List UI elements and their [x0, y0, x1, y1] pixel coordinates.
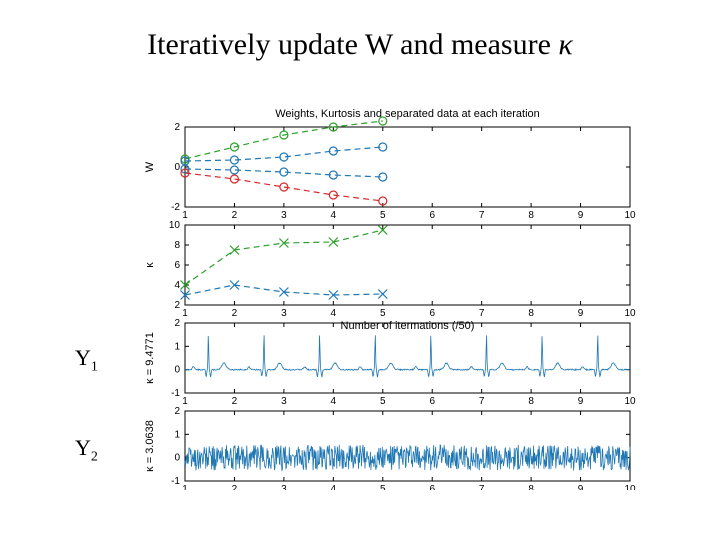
- svg-text:1: 1: [182, 484, 188, 490]
- figure-svg: Weights, Kurtosis and separated data at …: [130, 105, 640, 490]
- svg-text:5: 5: [380, 484, 386, 490]
- svg-text:10: 10: [624, 396, 636, 407]
- svg-text:9: 9: [578, 308, 584, 319]
- svg-text:6: 6: [174, 260, 180, 271]
- svg-text:8: 8: [528, 210, 534, 221]
- svg-text:3: 3: [281, 396, 287, 407]
- svg-text:1: 1: [174, 429, 180, 440]
- svg-text:1: 1: [182, 308, 188, 319]
- svg-text:0: 0: [174, 453, 180, 464]
- svg-text:7: 7: [479, 484, 485, 490]
- svg-text:W: W: [144, 161, 156, 172]
- svg-text:10: 10: [169, 220, 181, 231]
- svg-text:Number of itermations (/50): Number of itermations (/50): [341, 320, 475, 332]
- svg-text:6: 6: [429, 308, 435, 319]
- svg-text:κ = 3.0638: κ = 3.0638: [144, 420, 156, 472]
- svg-text:3: 3: [281, 308, 287, 319]
- y2-label: Y2: [75, 435, 98, 465]
- svg-text:2: 2: [232, 484, 238, 490]
- svg-text:4: 4: [174, 280, 180, 291]
- svg-text:5: 5: [380, 308, 386, 319]
- svg-text:2: 2: [232, 308, 238, 319]
- svg-text:5: 5: [380, 396, 386, 407]
- svg-text:10: 10: [624, 210, 636, 221]
- title-kappa: κ: [558, 28, 572, 61]
- svg-text:10: 10: [624, 484, 636, 490]
- svg-text:9: 9: [578, 484, 584, 490]
- svg-text:2: 2: [174, 300, 180, 311]
- svg-text:8: 8: [528, 308, 534, 319]
- svg-text:0: 0: [174, 162, 180, 173]
- figure-container: Weights, Kurtosis and separated data at …: [130, 105, 640, 490]
- svg-text:7: 7: [479, 308, 485, 319]
- y1-label: Y1: [75, 345, 98, 375]
- svg-text:2: 2: [174, 122, 180, 133]
- svg-text:10: 10: [624, 308, 636, 319]
- svg-text:Weights, Kurtosis and separate: Weights, Kurtosis and separated data at …: [275, 108, 540, 120]
- svg-text:8: 8: [174, 240, 180, 251]
- svg-text:-1: -1: [171, 476, 180, 487]
- svg-text:4: 4: [331, 210, 337, 221]
- svg-text:7: 7: [479, 210, 485, 221]
- svg-text:-2: -2: [171, 202, 180, 213]
- svg-text:2: 2: [232, 210, 238, 221]
- svg-text:1: 1: [182, 396, 188, 407]
- title-main: Iteratively update W and measure: [147, 28, 558, 61]
- svg-text:-1: -1: [171, 388, 180, 399]
- svg-text:κ = 9.4771: κ = 9.4771: [144, 332, 156, 384]
- svg-text:6: 6: [429, 484, 435, 490]
- svg-text:5: 5: [380, 210, 386, 221]
- svg-text:4: 4: [331, 484, 337, 490]
- svg-text:2: 2: [232, 396, 238, 407]
- svg-text:κ: κ: [144, 262, 156, 268]
- svg-text:9: 9: [578, 210, 584, 221]
- svg-text:9: 9: [578, 396, 584, 407]
- svg-text:4: 4: [331, 396, 337, 407]
- slide-title: Iteratively update W and measure κ: [0, 28, 720, 62]
- svg-text:1: 1: [182, 210, 188, 221]
- svg-text:0: 0: [174, 365, 180, 376]
- svg-text:6: 6: [429, 396, 435, 407]
- svg-text:2: 2: [174, 318, 180, 329]
- svg-text:7: 7: [479, 396, 485, 407]
- svg-text:2: 2: [174, 406, 180, 417]
- svg-text:3: 3: [281, 210, 287, 221]
- svg-text:4: 4: [331, 308, 337, 319]
- svg-text:3: 3: [281, 484, 287, 490]
- svg-text:6: 6: [429, 210, 435, 221]
- svg-text:1: 1: [174, 341, 180, 352]
- svg-text:8: 8: [528, 396, 534, 407]
- svg-text:8: 8: [528, 484, 534, 490]
